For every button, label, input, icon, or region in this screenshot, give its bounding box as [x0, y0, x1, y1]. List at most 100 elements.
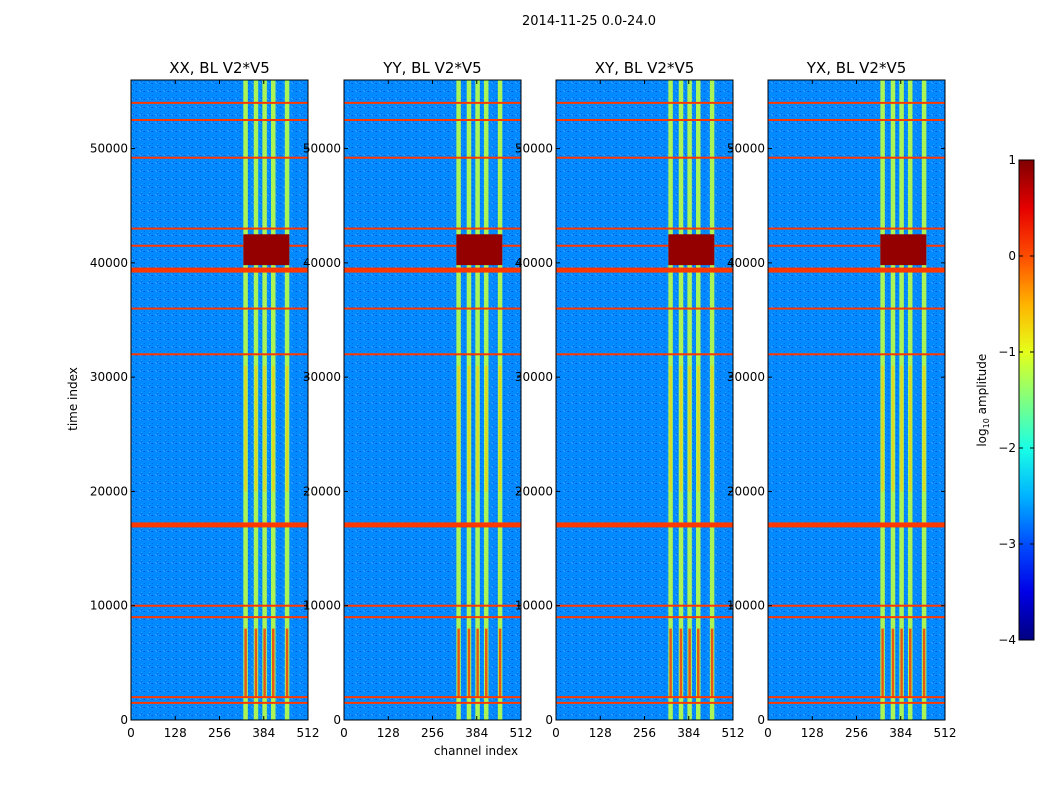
flagged-row-12 — [556, 119, 733, 121]
panels-layer: 0 128 256 384 512010000200003000040000500000… — [90, 79, 957, 740]
y-tick-label: 50000 — [90, 142, 128, 156]
colorbar-gradient — [1018, 159, 1035, 641]
y-tick-label: 30000 — [515, 370, 553, 384]
band-warm-mid-4 — [697, 365, 700, 492]
colorbar-tick-label: −3 — [998, 537, 1016, 551]
x-tick-label: 384 — [889, 726, 912, 740]
y-tick-label: 10000 — [90, 599, 128, 613]
band-warm-mid-5 — [922, 365, 926, 492]
x-tick-label: 384 — [465, 726, 488, 740]
band-warm-mid-1 — [457, 365, 460, 492]
colorbar-label-base: log — [974, 428, 989, 447]
x-tick-label: 128 — [589, 726, 612, 740]
flagged-row-2 — [344, 696, 521, 699]
band-hot-low-4 — [909, 628, 912, 698]
flagged-row-5 — [131, 522, 308, 528]
flagged-row-8 — [556, 267, 733, 273]
flagged-row-1 — [131, 701, 308, 704]
flagged-row-9 — [344, 244, 521, 247]
colorbar-label-rest: amplitude — [974, 353, 989, 419]
flagged-row-12 — [768, 119, 945, 121]
heatmap-noise — [556, 80, 733, 720]
flagged-row-10 — [131, 227, 308, 230]
heatmap-noise — [131, 80, 308, 720]
band-warm-mid-2 — [254, 365, 258, 492]
y-tick-label: 50000 — [515, 142, 553, 156]
flagged-row-9 — [131, 244, 308, 247]
y-tick-label: 20000 — [515, 484, 553, 498]
y-tick-label: 20000 — [90, 484, 128, 498]
band-warm-mid-4 — [909, 365, 912, 492]
high-amplitude-block — [243, 234, 290, 266]
flagged-row-9 — [768, 244, 945, 247]
flagged-row-4 — [131, 604, 308, 607]
band-warm-mid-4 — [485, 365, 488, 492]
panel-title-xy: XY, BL V2*V5 — [594, 59, 695, 77]
flagged-row-13 — [556, 101, 733, 104]
colorbar-tick-label: −4 — [998, 633, 1016, 647]
panel-title-yx: YX, BL V2*V5 — [806, 59, 907, 77]
panel-title-yy: YY, BL V2*V5 — [383, 59, 482, 77]
flagged-row-7 — [344, 307, 521, 310]
heatmap-panel-2: 0 128 256 384 512 0 10000 20000 30000 40000 50000 — [303, 79, 532, 740]
band-hot-low-3 — [688, 628, 691, 698]
y-tick-label: 30000 — [303, 370, 341, 384]
colorbar-label-sub: 10 — [982, 418, 992, 429]
band-hot-low-5 — [498, 628, 502, 698]
heatmap-panel-4: 0 128 256 384 512 0 10000 20000 30000 40000 50000 — [727, 79, 957, 740]
flagged-row-13 — [131, 101, 308, 104]
colorbar-layer: 1 0 −1 −2 −3 −4 — [998, 153, 1035, 647]
y-tick-label: 40000 — [727, 256, 765, 270]
band-warm-mid-3 — [263, 365, 266, 492]
band-hot-low-5 — [285, 628, 289, 698]
band-warm-mid-5 — [710, 365, 714, 492]
band-hot-low-1 — [244, 628, 247, 698]
flagged-row-10 — [768, 227, 945, 230]
heatmap-noise — [768, 80, 945, 720]
band-hot-low-1 — [457, 628, 460, 698]
band-warm-mid-3 — [476, 365, 479, 492]
band-warm-mid-2 — [679, 365, 683, 492]
flagged-row-3 — [344, 616, 521, 619]
band-warm-mid-5 — [285, 365, 289, 492]
band-warm-mid-4 — [272, 365, 275, 492]
band-hot-low-4 — [485, 628, 488, 698]
band-hot-low-5 — [922, 628, 926, 698]
flagged-row-7 — [131, 307, 308, 310]
x-tick-label: 128 — [801, 726, 824, 740]
y-tick-label: 40000 — [303, 256, 341, 270]
flagged-row-12 — [344, 119, 521, 121]
flagged-row-6 — [131, 353, 308, 356]
x-tick-label: 512 — [934, 726, 957, 740]
heatmap-panel-1: 0 128 256 384 512 0 10000 20000 30000 40000 50000 — [90, 79, 320, 740]
x-tick-label: 256 — [208, 726, 231, 740]
x-tick-label: 0 — [127, 726, 135, 740]
flagged-row-8 — [131, 267, 308, 273]
x-tick-label: 512 — [297, 726, 320, 740]
y-tick-label: 0 — [120, 713, 128, 727]
band-hot-low-3 — [476, 628, 479, 698]
flagged-row-11 — [768, 156, 945, 159]
band-hot-low-2 — [467, 628, 471, 698]
y-tick-label: 50000 — [727, 142, 765, 156]
x-tick-label: 256 — [845, 726, 868, 740]
flagged-row-3 — [131, 616, 308, 619]
band-hot-low-4 — [272, 628, 275, 698]
flagged-row-11 — [131, 156, 308, 159]
y-tick-label: 30000 — [727, 370, 765, 384]
flagged-row-9 — [556, 244, 733, 247]
band-warm-mid-1 — [881, 365, 884, 492]
flagged-row-8 — [768, 267, 945, 273]
flagged-row-11 — [556, 156, 733, 159]
band-hot-low-4 — [697, 628, 700, 698]
band-hot-low-3 — [263, 628, 266, 698]
flagged-row-12 — [131, 119, 308, 121]
band-warm-mid-1 — [669, 365, 672, 492]
y-tick-label: 20000 — [303, 484, 341, 498]
x-tick-label: 384 — [677, 726, 700, 740]
y-tick-label: 10000 — [727, 599, 765, 613]
x-tick-label: 128 — [164, 726, 187, 740]
colorbar-tick-label: −1 — [998, 345, 1016, 359]
high-amplitude-block — [880, 234, 927, 266]
